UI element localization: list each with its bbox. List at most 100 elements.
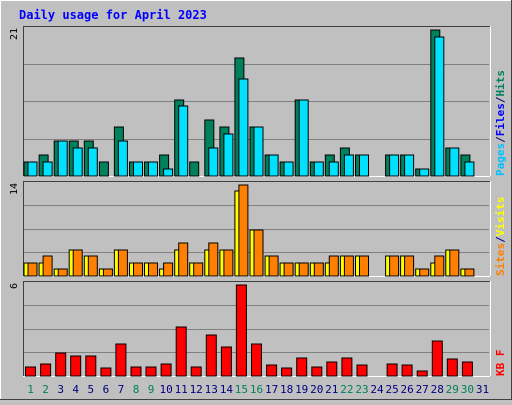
bar-hits-day-6 [98,161,109,177]
bar-sites-day-17 [268,255,279,277]
bar-sites-day-19 [298,262,309,277]
bar-sites-day-10 [163,262,174,277]
bar-files-day-11 [178,105,189,177]
day-label-16: 16 [250,383,263,396]
bar-sites-day-30 [464,268,475,277]
bar-files-day-10 [163,168,174,177]
bar-kb-f-day-3 [55,352,67,377]
bar-files-day-3 [57,140,68,177]
legend-entry: / [494,236,507,243]
bar-files-day-19 [298,99,309,177]
day-label-10: 10 [159,383,172,396]
bar-sites-day-22 [343,255,354,277]
bar-files-day-30 [464,161,475,177]
bar-sites-day-20 [313,262,324,277]
bar-kb-f-day-15 [235,284,247,377]
bar-sites-day-4 [72,249,83,277]
bar-files-day-16 [253,126,264,177]
bar-files-day-13 [208,147,219,177]
bar-sites-day-6 [102,268,113,277]
bar-files-day-17 [268,154,279,177]
day-label-17: 17 [265,383,278,396]
bars-middle [23,184,475,277]
bar-files-day-29 [449,147,460,177]
bar-files-day-18 [283,161,294,177]
bar-kb-f-day-18 [281,367,293,377]
day-label-25: 25 [385,383,398,396]
bar-kb-f-day-7 [115,343,127,377]
bar-sites-day-14 [223,249,234,277]
bar-sites-day-21 [328,255,339,277]
bar-sites-day-18 [283,262,294,277]
day-label-12: 12 [190,383,203,396]
bar-kb-f-day-22 [341,357,353,377]
bar-files-day-9 [148,161,158,177]
bar-kb-f-day-28 [431,340,443,377]
bar-kb-f-day-2 [40,363,52,377]
day-label-18: 18 [280,383,293,396]
bar-files-day-2 [42,161,53,177]
y-max-label-top: 21 [9,28,20,40]
day-label-31: 31 [476,383,489,396]
day-label-4: 4 [72,383,79,396]
day-label-11: 11 [175,383,188,396]
bar-kb-f-day-23 [356,364,368,377]
bar-kb-f-day-27 [416,370,428,377]
panel-bottom: 6 KB F [9,281,507,377]
bar-sites-day-9 [148,262,158,277]
bar-files-day-15 [238,78,249,177]
day-label-2: 2 [42,383,49,396]
day-label-13: 13 [205,383,218,396]
day-label-6: 6 [103,383,110,396]
day-label-30: 30 [461,383,474,396]
bar-kb-f-day-13 [205,334,217,377]
bar-kb-f-day-25 [386,363,398,377]
day-label-14: 14 [220,383,234,396]
legend-bottom: KB F [494,350,507,377]
day-label-19: 19 [295,383,308,396]
legend-entry: Pages [494,143,507,176]
bar-sites-day-5 [87,255,98,277]
bar-files-day-21 [328,161,339,177]
bar-sites-day-27 [419,268,430,277]
day-label-8: 8 [133,383,140,396]
bar-kb-f-day-20 [311,366,323,377]
day-label-7: 7 [118,383,125,396]
bar-files-day-1 [27,161,38,177]
legend-top: Pages/Files/Hits [494,70,507,176]
bar-files-day-8 [133,161,143,177]
day-label-1: 1 [27,383,34,396]
bar-sites-day-15 [238,184,249,277]
day-label-22: 22 [340,383,353,396]
bar-sites-day-13 [208,242,219,277]
day-label-24: 24 [370,383,384,396]
day-label-3: 3 [57,383,64,396]
bar-sites-day-12 [193,262,204,277]
bar-files-day-28 [434,36,445,177]
legend-entry: Visits [494,197,507,237]
bar-kb-f-day-1 [25,366,36,377]
bar-files-day-4 [72,147,83,177]
bar-sites-day-29 [449,249,460,277]
panel-middle: 14 Sites/Visits [9,181,507,277]
bar-sites-day-28 [434,255,445,277]
day-label-21: 21 [325,383,338,396]
bar-files-day-23 [359,154,369,177]
bar-kb-f-day-19 [296,357,308,377]
bar-files-day-22 [343,154,354,177]
bar-kb-f-day-29 [446,358,458,377]
legend-entry: / [494,96,507,103]
bar-sites-day-7 [117,249,128,277]
legend-entry: Sites [494,243,507,276]
bar-kb-f-day-17 [266,364,278,377]
bar-sites-day-3 [57,268,68,277]
day-label-23: 23 [355,383,368,396]
y-max-label-bottom: 6 [9,283,20,289]
day-label-5: 5 [87,383,94,396]
bar-kb-f-day-9 [145,366,157,377]
legend-entry: KB F [494,350,507,377]
bar-kb-f-day-11 [175,326,187,377]
